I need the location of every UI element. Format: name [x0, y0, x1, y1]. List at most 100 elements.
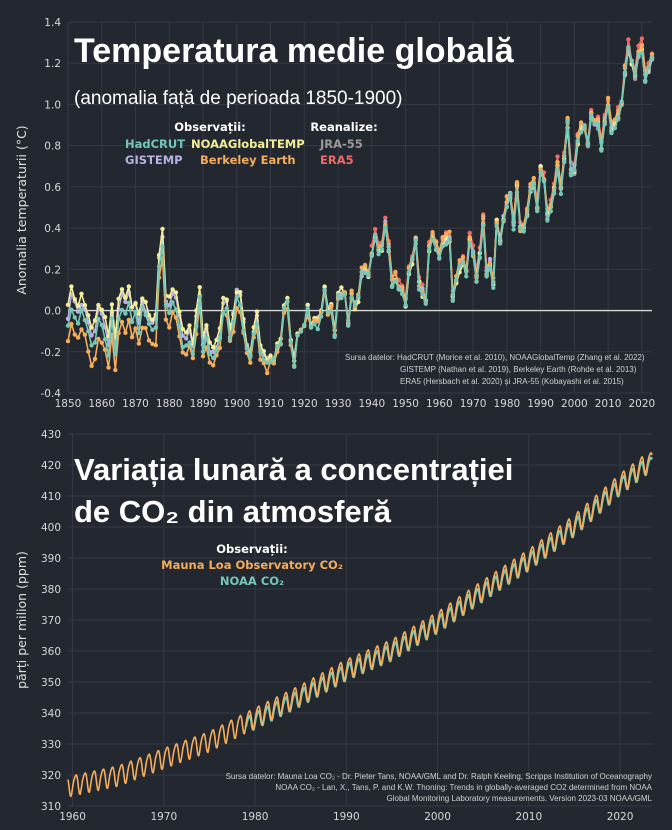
temperature-x-tick-label: 1940 [358, 398, 385, 410]
temperature-point [339, 295, 344, 301]
temperature-x-tick-label: 1920 [291, 398, 318, 410]
temperature-point [146, 321, 152, 326]
temperature-point [521, 228, 526, 233]
temperature-point [379, 247, 385, 252]
temperature-point [177, 309, 182, 314]
temperature-point [443, 235, 449, 240]
temperature-point [423, 301, 428, 306]
temperature-point [109, 302, 115, 307]
temperature-point [599, 148, 604, 153]
temperature-point [538, 170, 543, 175]
temperature-y-axis-label: Anomalia temperaturii (°C) [14, 125, 29, 294]
legend-entry-jra55: JRA-55 [319, 137, 363, 151]
co2-source-line-1: Sursa datelor: Mauna Loa CO₂ - Dr. Piete… [226, 772, 652, 781]
temperature-point [393, 269, 398, 275]
temperature-point [308, 325, 314, 330]
temperature-point [504, 194, 509, 199]
temperature-point [430, 230, 435, 235]
temperature-point [75, 309, 81, 314]
temperature-point [221, 295, 226, 301]
co2-title-line-2: de CO₂ din atmosferă [74, 494, 392, 529]
temperature-point [639, 42, 645, 48]
temperature-point [170, 300, 175, 305]
temperature-point [612, 125, 618, 131]
temperature-point [349, 295, 354, 300]
temperature-point [592, 121, 597, 126]
co2-y-tick-label: 370 [41, 615, 61, 627]
temperature-point [366, 273, 371, 278]
temperature-point [69, 307, 74, 312]
legend-entry-noaa-co2: NOAA CO₂ [220, 574, 284, 588]
co2-title-line-1: Variația lunară a concentrației [74, 452, 513, 487]
temperature-point [481, 223, 486, 228]
temperature-point [538, 164, 543, 169]
temperature-point [410, 256, 415, 261]
temperature-point [248, 360, 253, 365]
temperature-point [562, 159, 567, 165]
temperature-point [113, 367, 118, 373]
temperature-point [146, 338, 152, 343]
temperature-point [99, 307, 105, 312]
temperature-point [238, 289, 243, 295]
temperature-point [136, 311, 142, 316]
temperature-point [319, 314, 324, 319]
temperature-source-line-2: GISTEMP (Nathan et al. 2019), Berkeley E… [400, 365, 637, 374]
temperature-point [167, 325, 172, 330]
temperature-point [153, 343, 158, 348]
temperature-point [224, 297, 229, 302]
temperature-point [268, 360, 273, 365]
temperature-point [254, 309, 260, 314]
temperature-point [75, 321, 81, 326]
temperature-point [484, 274, 489, 279]
temperature-point [646, 65, 651, 70]
co2-y-tick-label: 360 [41, 646, 61, 658]
temperature-point [568, 173, 574, 178]
temperature-point [467, 241, 472, 246]
temperature-point [238, 302, 243, 308]
temperature-point [595, 121, 601, 126]
temperature-point [221, 311, 226, 316]
temperature-point [292, 364, 297, 369]
temperature-point [447, 229, 452, 234]
temperature-point [231, 319, 236, 324]
temperature-point [511, 227, 516, 232]
temperature-point [609, 130, 614, 136]
temperature-point [133, 326, 138, 331]
temperature-point [295, 333, 300, 338]
temperature-point [116, 296, 121, 301]
temperature-point [582, 123, 587, 128]
temperature-point [173, 290, 179, 295]
temperature-source-line-3: ERA5 (Hersbach et al. 2020) și JRA-55 (K… [400, 377, 624, 386]
temperature-point [140, 305, 145, 310]
co2-x-tick-label: 2020 [607, 811, 634, 823]
temperature-point [362, 262, 368, 268]
temperature-point [403, 303, 408, 308]
temperature-point [99, 340, 105, 345]
temperature-point [589, 112, 594, 118]
temperature-point [140, 296, 145, 301]
temperature-point [167, 303, 172, 308]
temperature-point [211, 355, 216, 361]
temperature-point [82, 303, 88, 308]
temperature-point [190, 351, 196, 357]
temperature-point [440, 234, 445, 240]
temperature-point [302, 322, 307, 327]
temperature-point [119, 319, 125, 325]
temperature-point [265, 370, 270, 376]
temperature-point [156, 264, 162, 269]
temperature-point [346, 323, 351, 328]
temperature-point [616, 115, 621, 120]
temperature-point [153, 325, 158, 330]
temperature-point [622, 70, 628, 75]
legend-entry-noaaglobaltemp: NOAAGlobalTEMP [191, 137, 305, 151]
temperature-point [89, 325, 94, 330]
temperature-x-tick-label: 1900 [223, 398, 250, 410]
temperature-point [65, 323, 71, 328]
temperature-point [79, 327, 84, 332]
co2-source-line-2: NOAA CO₂ - Lan, X., Tans, P. and K.W. Th… [275, 783, 652, 792]
temperature-point [167, 294, 172, 299]
temperature-point [460, 260, 466, 265]
temperature-point [65, 302, 71, 307]
temperature-point [234, 295, 239, 300]
temperature-point [339, 285, 344, 290]
